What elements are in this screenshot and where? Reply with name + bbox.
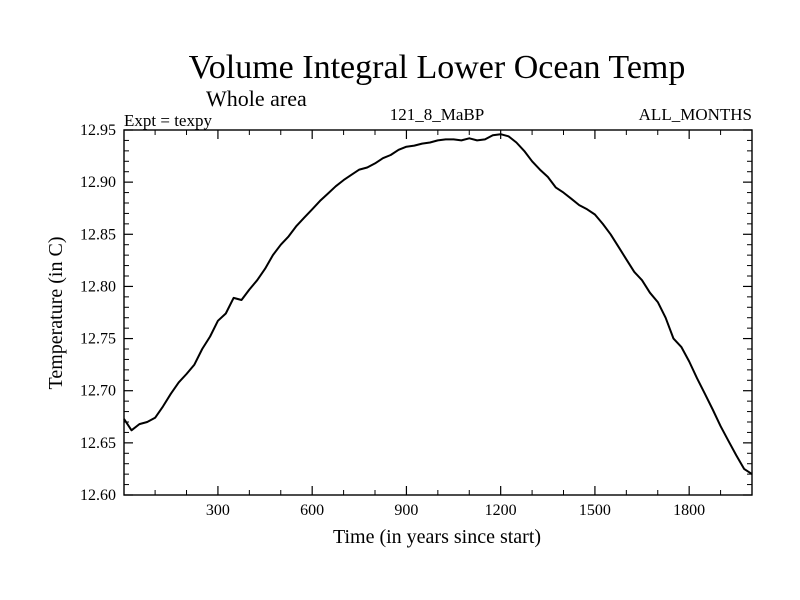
plot-frame [123,129,753,496]
y-axis-label: Temperature (in C) [45,237,67,390]
x-tick-label: 1200 [485,502,517,519]
x-tick-label: 600 [300,502,324,519]
y-tick-label: 12.75 [80,331,116,348]
axis-ticks [124,129,752,496]
x-tick-label: 1500 [579,502,611,519]
x-axis-label: Time (in years since start) [333,526,541,548]
chart-title: Volume Integral Lower Ocean Temp [189,49,686,86]
period-label: 121_8_MaBP [390,105,484,124]
x-tick-label: 1800 [673,502,705,519]
chart-subtitle: Whole area [206,86,307,111]
y-tick-label: 12.65 [80,435,116,452]
y-tick-label: 12.90 [80,174,116,191]
y-tick-label: 12.80 [80,278,116,295]
x-tick-label: 300 [206,502,230,519]
x-tick-label: 900 [394,502,418,519]
y-tick-label: 12.60 [80,487,116,504]
y-tick-label: 12.95 [80,122,116,139]
series-line-texpy [123,133,753,475]
experiment-label: Expt = texpy [124,111,212,130]
y-tick-label: 12.70 [80,383,116,400]
months-label: ALL_MONTHS [639,105,752,124]
y-tick-label: 12.85 [80,226,116,243]
